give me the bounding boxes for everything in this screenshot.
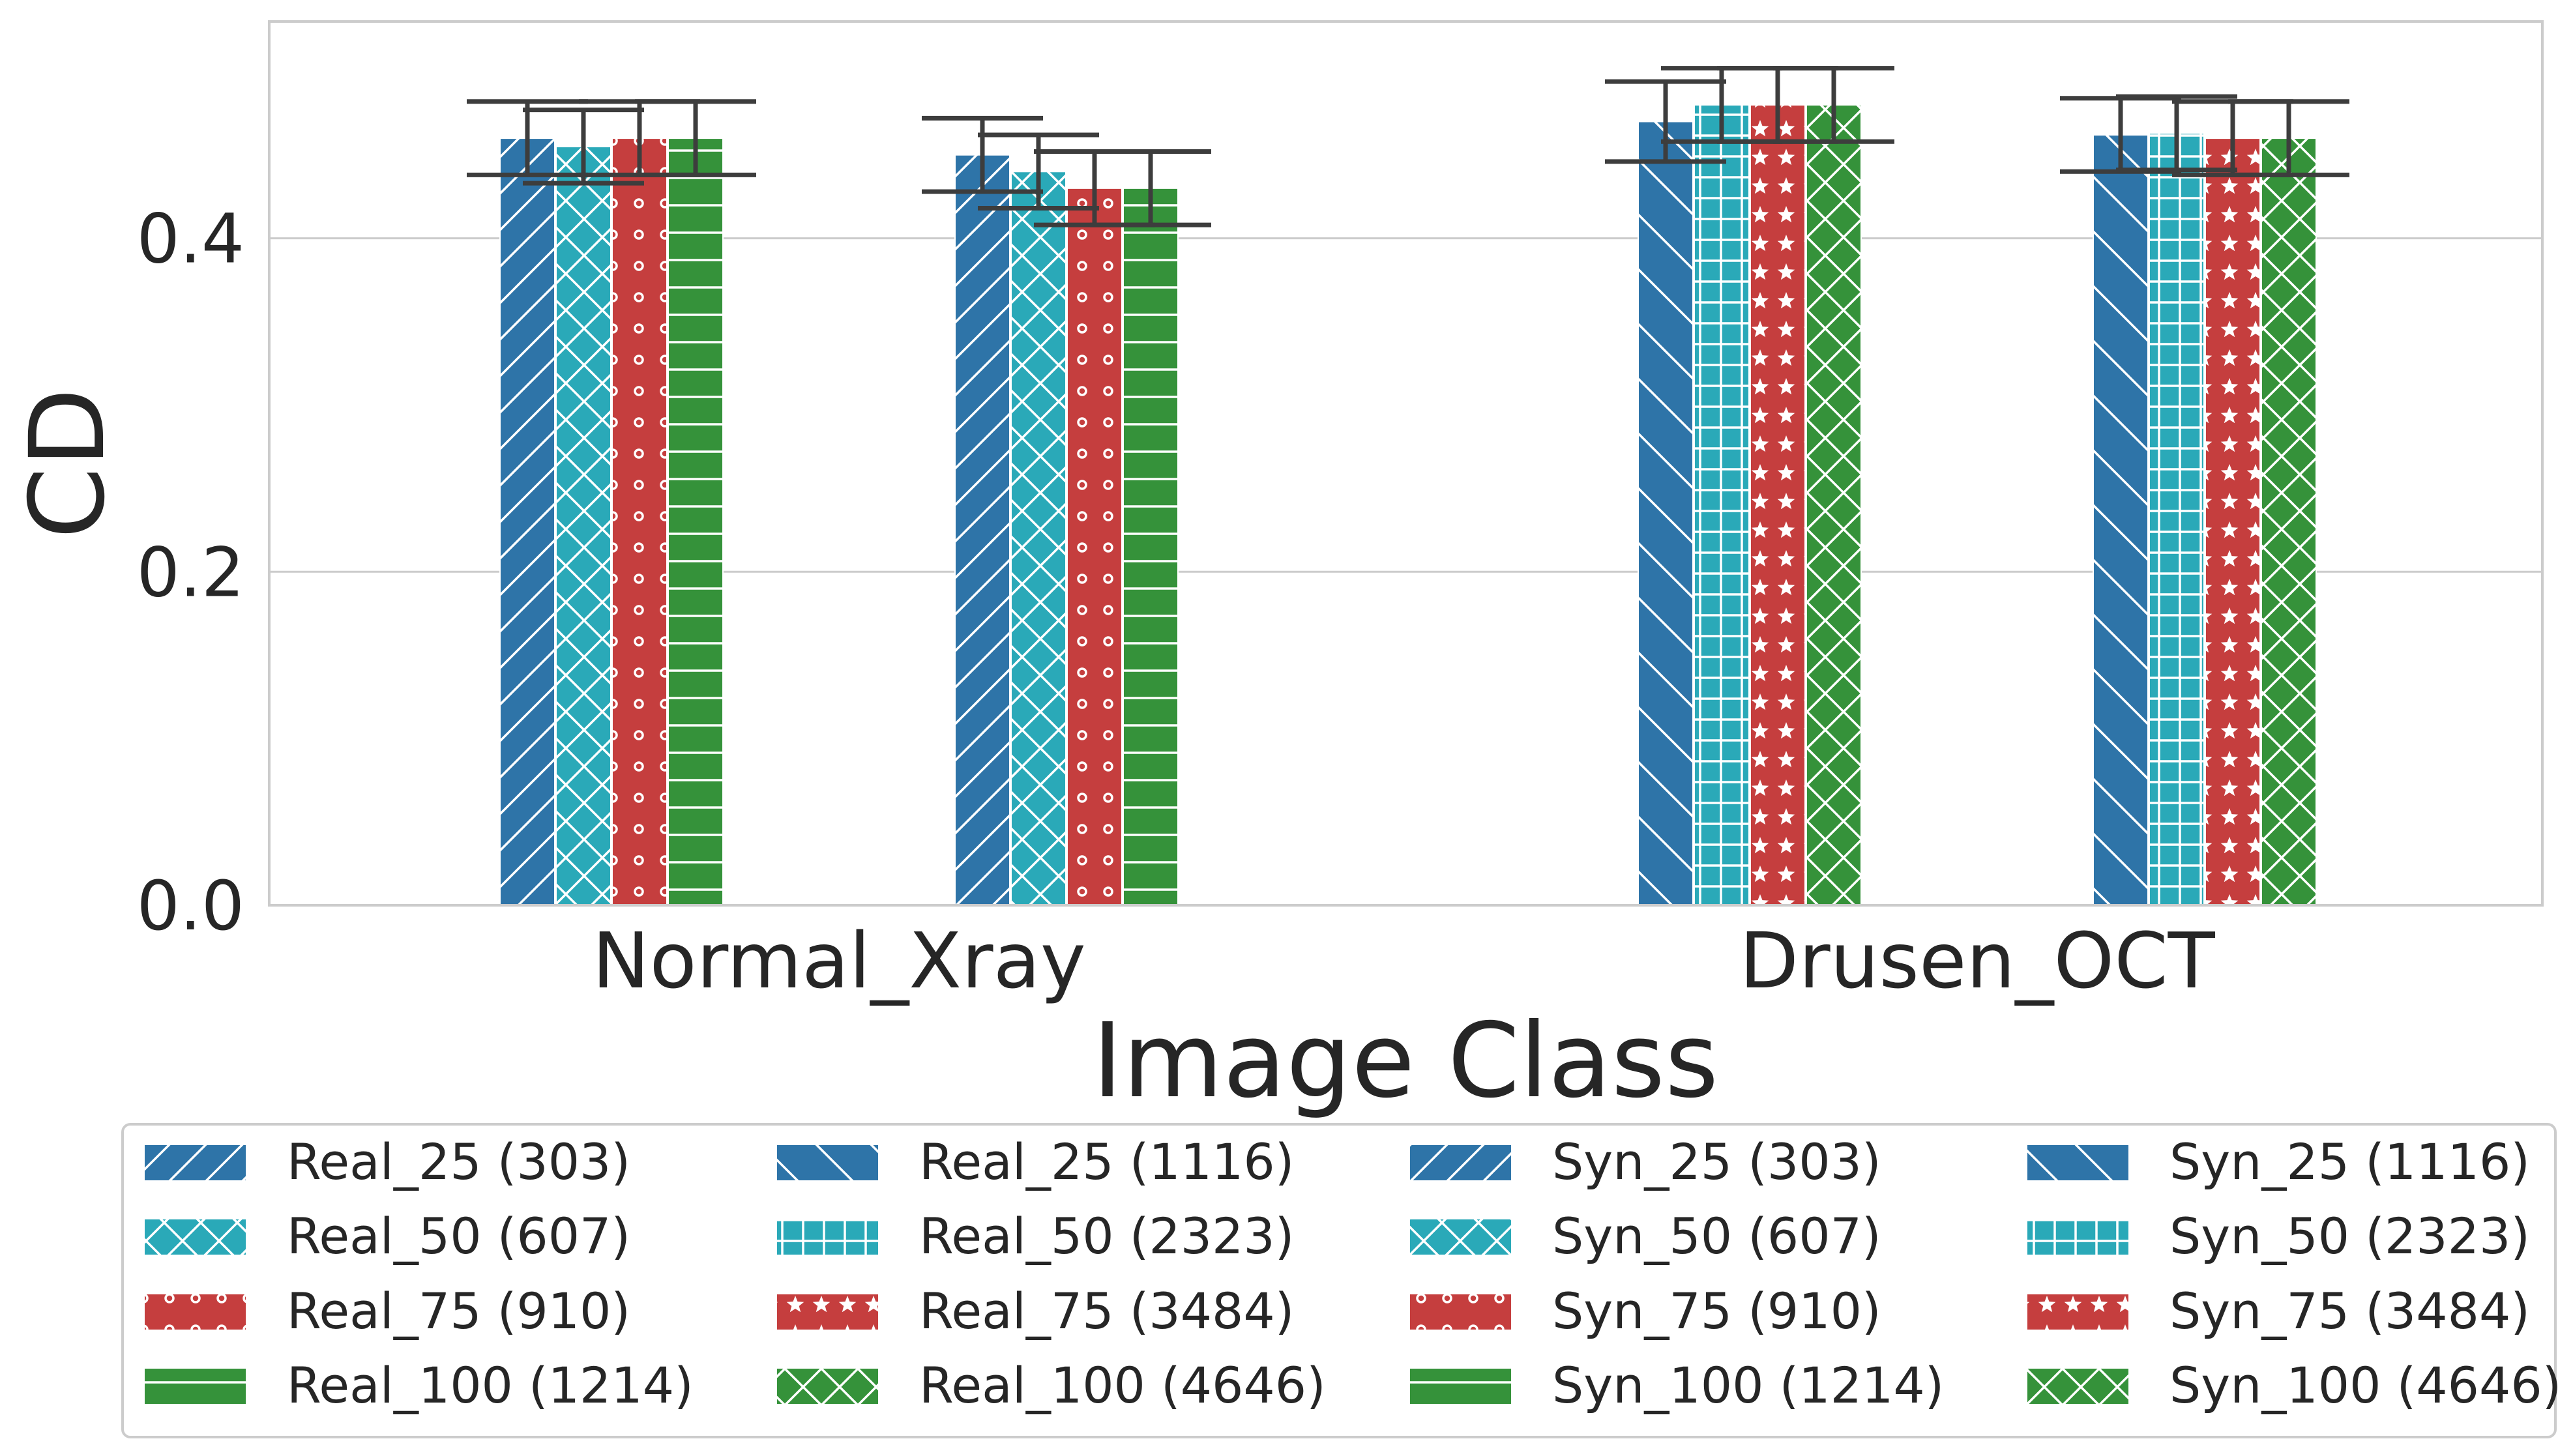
- legend-label: Syn_75 (3484): [2169, 1282, 2530, 1340]
- legend-label: Real_75 (910): [287, 1282, 630, 1340]
- bar-syn-75-3484: [2205, 138, 2261, 906]
- x-tick-label: Normal_Xray: [592, 916, 1085, 1006]
- legend-label: Real_25 (1116): [919, 1133, 1294, 1191]
- error-bar: [1090, 149, 1211, 227]
- y-tick-label: 0.0: [137, 866, 244, 946]
- legend-entry: Syn_75 (910): [1410, 1282, 1881, 1340]
- bar-syn-25-1116: [2093, 134, 2149, 906]
- error-bar: [467, 99, 588, 177]
- legend-entry: Real_25 (303): [145, 1133, 630, 1191]
- legend-frame: [121, 1123, 2557, 1438]
- legend-label: Syn_25 (1116): [2169, 1133, 2530, 1191]
- legend-label: Syn_50 (2323): [2169, 1207, 2530, 1265]
- x-tick-labels: Normal_Xray Drusen_OCT: [592, 916, 2215, 1006]
- legend-label: Real_75 (3484): [919, 1282, 1294, 1340]
- bar-real-50-2323: [1694, 104, 1750, 906]
- error-bar: [523, 108, 644, 186]
- legend-label: Real_100 (4646): [919, 1356, 1326, 1414]
- legend-entry: Syn_50 (2323): [2027, 1207, 2530, 1265]
- legend-entry: Syn_25 (303): [1410, 1133, 1881, 1191]
- bar-real-100-1214: [668, 138, 724, 906]
- x-axis-title: Image Class: [1093, 1001, 1719, 1121]
- legend-label: Syn_75 (910): [1552, 1282, 1881, 1340]
- legend-entry: Real_100 (4646): [777, 1356, 1326, 1414]
- legend-entry: Real_50 (607): [145, 1207, 630, 1265]
- y-tick-label: 0.4: [137, 199, 244, 279]
- legend-swatch: [777, 1369, 878, 1404]
- legend-swatch: [2027, 1145, 2128, 1180]
- legend-swatch: [1410, 1219, 1511, 1255]
- legend-entry: Syn_75 (3484): [2027, 1282, 2530, 1340]
- legend-swatch: [1410, 1145, 1511, 1180]
- error-bar: [2116, 94, 2237, 173]
- bars: [499, 104, 2317, 907]
- legend-label: Real_50 (607): [287, 1207, 630, 1265]
- error-bar: [635, 99, 756, 177]
- legend-swatch: [777, 1294, 878, 1330]
- legend-label: Syn_50 (607): [1552, 1207, 1881, 1265]
- bar-real-50-607: [555, 145, 611, 906]
- plot-frame: [268, 20, 2544, 907]
- y-tick-label: 0.2: [137, 532, 244, 612]
- error-bars: [467, 66, 2349, 227]
- legend-label: Real_100 (1214): [287, 1356, 694, 1414]
- legend-label: Syn_25 (303): [1552, 1133, 1881, 1191]
- bar-real-25-1116: [1638, 121, 1694, 907]
- error-bar: [1773, 66, 1894, 144]
- legend-entry: Real_25 (1116): [777, 1133, 1294, 1191]
- legend-entry: Real_75 (910): [145, 1282, 630, 1340]
- legend-entry: Real_100 (1214): [145, 1356, 694, 1414]
- x-tick-label: Drusen_OCT: [1739, 916, 2215, 1006]
- bar-real-25-303: [499, 138, 555, 906]
- legend-swatch: [777, 1145, 878, 1180]
- legend: Real_25 (303) Real_50 (607) Real_75 (910) R…: [121, 1123, 2561, 1438]
- legend-label: Syn_100 (1214): [1552, 1356, 1944, 1414]
- y-axis-title: CD: [8, 388, 128, 539]
- legend-swatch: [1410, 1294, 1511, 1330]
- bar-syn-100-1214: [1123, 187, 1179, 907]
- legend-entry: Real_75 (3484): [777, 1282, 1294, 1340]
- legend-swatch: [2027, 1294, 2128, 1330]
- legend-swatch: [777, 1219, 878, 1255]
- legend-entry: Real_50 (2323): [777, 1207, 1294, 1265]
- legend-entry: Syn_25 (1116): [2027, 1133, 2530, 1191]
- legend-label: Syn_100 (4646): [2169, 1356, 2561, 1414]
- legend-label: Real_25 (303): [287, 1133, 630, 1191]
- bar-real-100-4646: [1806, 104, 1862, 906]
- bar-real-75-910: [611, 138, 668, 906]
- legend-swatch: [145, 1145, 246, 1180]
- bar-syn-100-4646: [2261, 138, 2317, 906]
- legend-swatch: [145, 1294, 246, 1330]
- bar-syn-75-910: [1066, 187, 1123, 907]
- legend-swatch: [2027, 1369, 2128, 1404]
- bar-real-75-3484: [1750, 104, 1806, 906]
- bar-syn-50-2323: [2149, 132, 2205, 907]
- legend-swatch: [145, 1219, 246, 1255]
- bar-syn-25-303: [954, 154, 1010, 907]
- legend-entry: Syn_100 (1214): [1410, 1356, 1944, 1414]
- legend-label: Real_50 (2323): [919, 1207, 1294, 1265]
- legend-swatch: [145, 1369, 246, 1404]
- legend-swatch: [1410, 1369, 1511, 1404]
- error-bar: [2228, 99, 2349, 177]
- y-tick-labels: 0.0 0.2 0.4: [137, 199, 244, 946]
- error-bar: [922, 115, 1043, 194]
- bar-syn-50-607: [1010, 171, 1066, 906]
- legend-entry: Syn_50 (607): [1410, 1207, 1881, 1265]
- error-bar: [978, 132, 1099, 211]
- legend-entry: Syn_100 (4646): [2027, 1356, 2561, 1414]
- legend-swatch: [2027, 1219, 2128, 1255]
- error-bar: [1605, 79, 1726, 164]
